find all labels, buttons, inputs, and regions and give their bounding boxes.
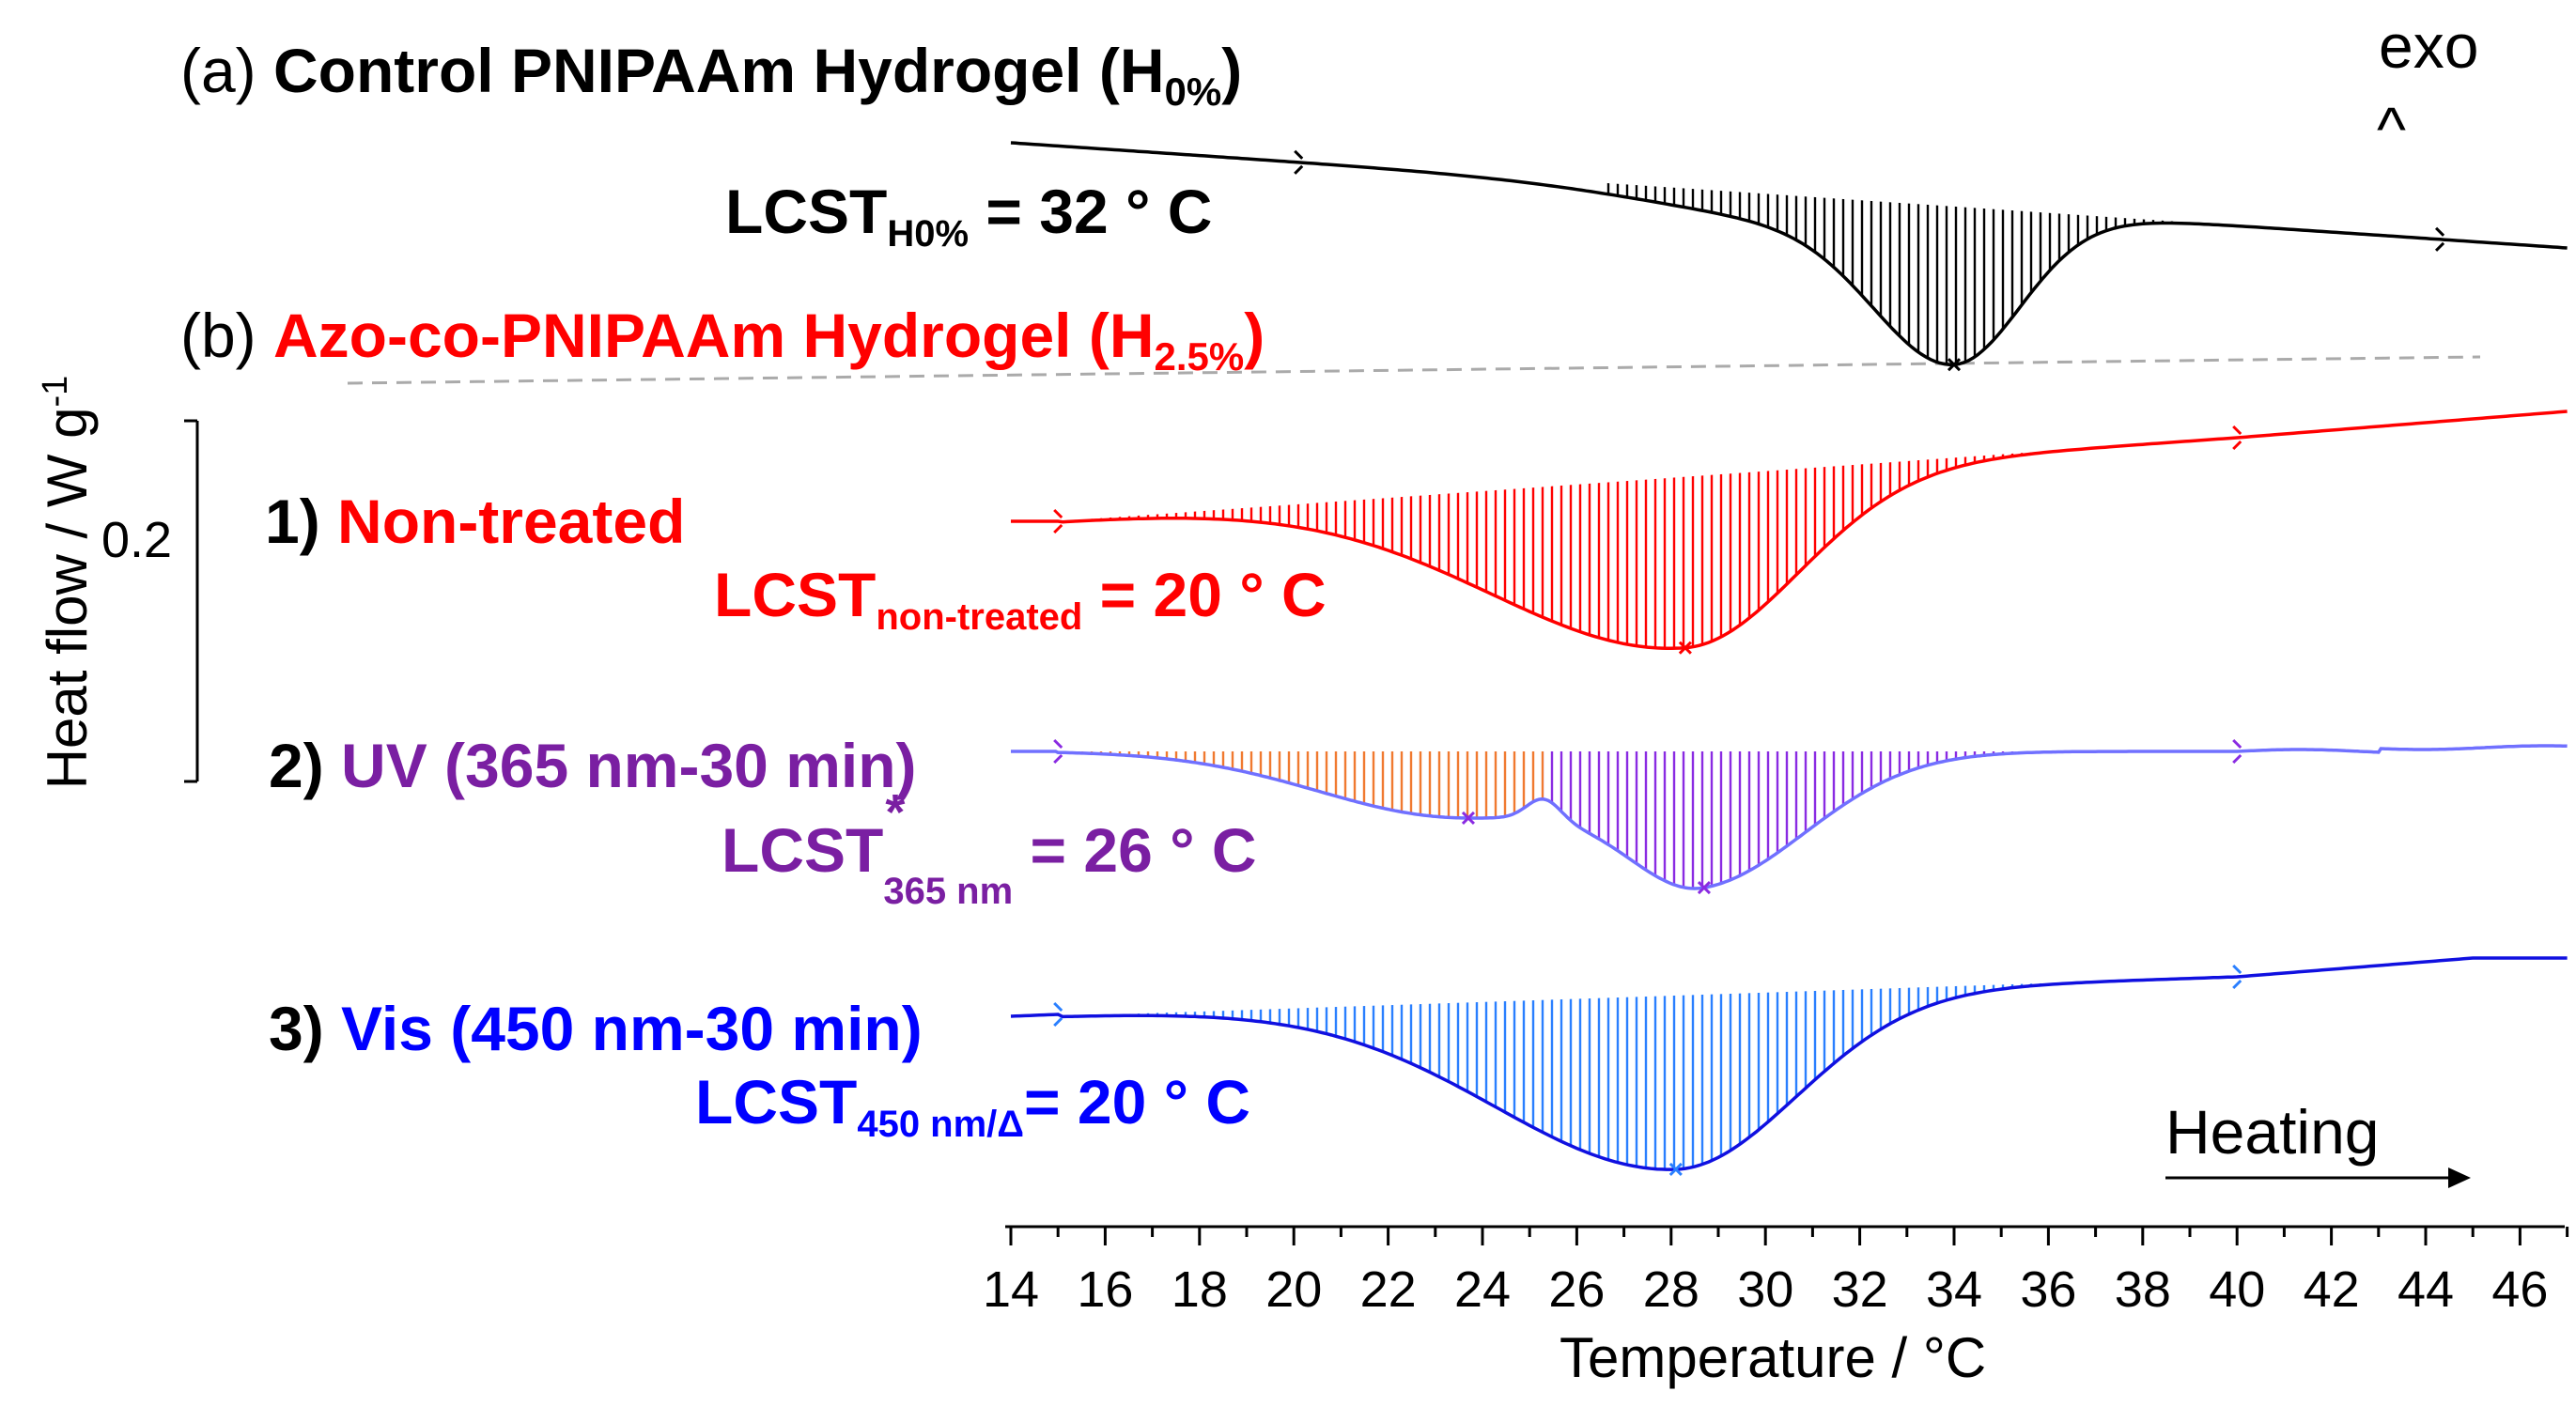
non-treated-integration-marks bbox=[1053, 425, 2242, 655]
panel-b-title-text: Azo-co-PNIPAAm Hydrogel (H bbox=[273, 301, 1155, 370]
x-tick-label: 40 bbox=[2209, 1261, 2266, 1318]
panel-a-lcst-label: LCST bbox=[725, 177, 888, 246]
panel-b-prefix: (b) bbox=[180, 301, 256, 370]
panel-a-title-sub: 0% bbox=[1164, 70, 1222, 115]
trace-2-num: 2) bbox=[269, 731, 324, 800]
trace-2-lcst-label: LCST bbox=[722, 815, 884, 885]
x-tick-label: 46 bbox=[2491, 1261, 2549, 1318]
control-trace-line bbox=[1010, 141, 2568, 366]
x-tick-label: 20 bbox=[1265, 1261, 1323, 1318]
trace-3-lcst-value: = 20 ° C bbox=[1024, 1067, 1251, 1136]
x-tick-label: 44 bbox=[2398, 1261, 2455, 1318]
uv-trace-line bbox=[1011, 744, 2568, 890]
y-scale-label: 0.2 bbox=[101, 512, 173, 568]
trace-3-lcst-sub: 450 nm/Δ bbox=[857, 1104, 1025, 1146]
trace-3-label: 3) Vis (450 nm-30 min) bbox=[269, 997, 923, 1059]
non-treated-trace-line bbox=[1011, 410, 2568, 650]
x-tick-label: 22 bbox=[1359, 1261, 1417, 1318]
panel-a-lcst: LCSTH0% = 32 ° C bbox=[725, 180, 1212, 253]
panel-b-title-sub: 2.5% bbox=[1154, 334, 1245, 379]
trace-1-name: Non-treated bbox=[337, 487, 686, 556]
x-tick-label: 32 bbox=[1831, 1261, 1888, 1318]
panel-a-lcst-value: = 32 ° C bbox=[969, 177, 1213, 246]
control-peak-area bbox=[1600, 182, 2355, 365]
y-axis-label-sup: -1 bbox=[36, 375, 75, 408]
heating-label: Heating bbox=[2165, 1097, 2380, 1167]
control-integration-marks bbox=[1294, 149, 2445, 372]
panel-b-title-end: ) bbox=[1244, 301, 1265, 370]
trace-2-lcst-sup: * bbox=[885, 784, 906, 841]
x-axis-label: Temperature / °C bbox=[1560, 1326, 1987, 1389]
trace-1-lcst-label: LCST bbox=[714, 560, 877, 629]
vis-trace-line bbox=[1010, 956, 2568, 1171]
y-scale-bar bbox=[184, 419, 199, 783]
trace-1-num: 1) bbox=[265, 487, 320, 556]
panel-b-title: (b) Azo-co-PNIPAAm Hydrogel (H2.5%) bbox=[180, 304, 1265, 377]
x-tick-label: 34 bbox=[1926, 1261, 1983, 1318]
y-axis-label: Heat flow / W g-1 bbox=[36, 375, 99, 790]
panel-separator bbox=[347, 355, 2481, 385]
trace-2-lcst-value: = 26 ° C bbox=[1013, 815, 1257, 885]
x-tick-label: 14 bbox=[983, 1261, 1040, 1318]
panel-a-title-text: Control PNIPAAm Hydrogel (H bbox=[273, 36, 1165, 105]
non-treated-peak-area bbox=[1058, 438, 2238, 649]
x-tick-label: 18 bbox=[1171, 1261, 1228, 1318]
trace-3-lcst-label: LCST bbox=[695, 1067, 858, 1136]
trace-2-name: UV (365 nm-30 min) bbox=[341, 731, 917, 800]
y-axis-label-text: Heat flow / W g bbox=[36, 407, 99, 790]
trace-1-lcst-value: = 20 ° C bbox=[1082, 560, 1327, 629]
x-tick-label: 30 bbox=[1737, 1261, 1794, 1318]
x-tick-label: 42 bbox=[2303, 1261, 2360, 1318]
trace-2-label: 2) UV (365 nm-30 min) bbox=[269, 734, 917, 796]
x-tick-label: 38 bbox=[2114, 1261, 2171, 1318]
panel-a-prefix: (a) bbox=[180, 36, 256, 105]
panel-a-title: (a) Control PNIPAAm Hydrogel (H0%) bbox=[180, 39, 1242, 112]
trace-1-lcst-sub: non-treated bbox=[876, 596, 1083, 639]
uv-peak-area bbox=[1544, 751, 2238, 889]
vis-peak-area bbox=[1058, 977, 2238, 1170]
trace-3-name: Vis (450 nm-30 min) bbox=[341, 994, 923, 1063]
x-tick-label: 36 bbox=[2020, 1261, 2077, 1318]
trace-1-label: 1) Non-treated bbox=[265, 490, 685, 552]
x-axis bbox=[1005, 1225, 2569, 1245]
trace-2-lcst-sub: 365 nm bbox=[883, 871, 1014, 913]
x-tick-label: 16 bbox=[1077, 1261, 1134, 1318]
vis-integration-marks bbox=[1053, 964, 2242, 1177]
uv-integration-marks bbox=[1053, 738, 2242, 895]
trace-3-lcst: LCST450 nm/Δ= 20 ° C bbox=[695, 1071, 1250, 1143]
heating-arrow bbox=[2165, 1167, 2471, 1188]
trace-2-lcst: LCST * 365 nm = 26 ° C bbox=[722, 787, 1257, 910]
exo-label: exo bbox=[2379, 11, 2479, 81]
x-tick-label: 24 bbox=[1454, 1261, 1512, 1318]
trace-3-num: 3) bbox=[269, 994, 324, 1063]
exo-arrow-icon: ^ bbox=[2377, 94, 2406, 163]
trace-1-lcst: LCSTnon-treated = 20 ° C bbox=[714, 564, 1327, 636]
x-tick-label: 28 bbox=[1642, 1261, 1699, 1318]
x-tick-label: 26 bbox=[1548, 1261, 1606, 1318]
panel-a-title-end: ) bbox=[1221, 36, 1243, 105]
panel-a-lcst-sub: H0% bbox=[887, 213, 970, 255]
